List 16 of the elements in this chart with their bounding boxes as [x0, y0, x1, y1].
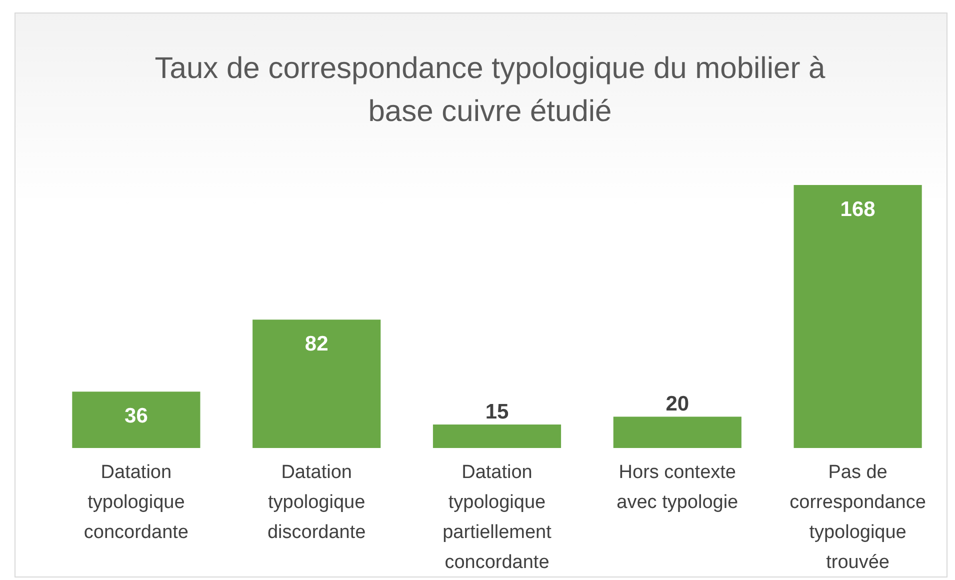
x-tick-label: Hors contexte avec typologie: [616, 462, 738, 513]
bar: [72, 392, 200, 448]
x-tick-label: Datation typologique partiellement concordante: [442, 462, 552, 573]
bar: [613, 416, 742, 448]
x-tick-label: Datation typologique discordante: [267, 462, 366, 543]
data-label: 20: [666, 392, 690, 416]
data-label: 168: [840, 198, 876, 221]
x-tick-label: Datation typologique concordante: [84, 462, 188, 543]
data-label: 82: [304, 332, 328, 356]
chart-title: Taux de correspondance typologique du mobilier à base cuivre étudié: [154, 52, 826, 128]
bar: [794, 185, 922, 448]
data-label: 15: [485, 400, 509, 424]
bar: [252, 320, 381, 448]
data-label: 36: [124, 404, 148, 428]
bar: [432, 424, 562, 448]
x-tick-label: Pas de correspondance typologique trouvée: [790, 462, 926, 573]
